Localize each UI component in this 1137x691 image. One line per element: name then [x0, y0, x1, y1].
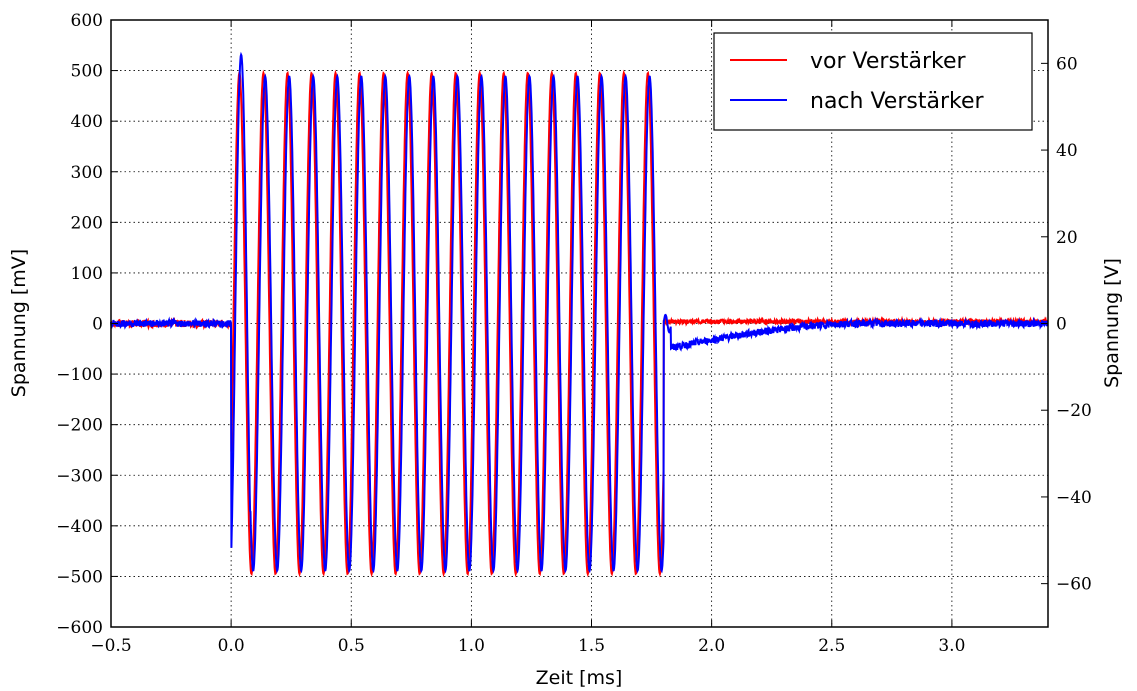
y-tick-label-left: −400	[56, 517, 103, 537]
y-tick-label-right: −40	[1056, 488, 1092, 508]
y-tick-label-left: 100	[71, 264, 103, 284]
ticks	[110, 19, 1048, 628]
y-tick-label-right: 40	[1056, 141, 1078, 161]
y-axis-label-left: Spannung [mV]	[8, 249, 30, 397]
series-nach-verstaerker	[110, 51, 1049, 574]
y-tick-label-left: 600	[71, 11, 103, 31]
x-tick-label: 3.0	[938, 636, 965, 656]
legend: vor Verstärker nach Verstärker	[713, 32, 1033, 131]
y-tick-label-left: 400	[71, 112, 103, 132]
x-tick-label: 2.0	[698, 636, 725, 656]
x-tick-label: 1.0	[458, 636, 485, 656]
legend-label-nach: nach Verstärker	[810, 89, 984, 114]
y-tick-label-right: −60	[1056, 575, 1092, 595]
x-axis-label: Zeit [ms]	[536, 667, 623, 689]
y-tick-label-left: −300	[56, 466, 103, 486]
y-axis-label-right: Spannung [V]	[1101, 258, 1123, 388]
x-tick-label: −0.5	[90, 636, 131, 656]
legend-label-vor: vor Verstärker	[810, 49, 967, 74]
y-tick-label-left: 200	[71, 213, 103, 233]
tick-labels: −0.5 0.0 0.5 1.0 1.5 2.0 2.5 3.0−600−500−400−30…	[56, 11, 1092, 656]
y-tick-label-right: −20	[1056, 401, 1092, 421]
x-tick-label: 0.5	[338, 636, 365, 656]
y-tick-label-left: −500	[56, 567, 103, 587]
x-tick-label: 2.5	[818, 636, 845, 656]
y-tick-label-left: 0	[92, 315, 103, 335]
y-tick-label-right: 60	[1056, 54, 1078, 74]
traces	[110, 51, 1049, 578]
x-tick-label: 0.0	[218, 636, 245, 656]
y-tick-label-left: 300	[71, 163, 103, 183]
y-tick-label-left: −200	[56, 416, 103, 436]
y-tick-label-left: −600	[56, 618, 103, 638]
legend-box	[713, 32, 1033, 131]
y-tick-label-right: 0	[1056, 315, 1067, 335]
x-tick-label: 1.5	[578, 636, 605, 656]
y-tick-label-left: −100	[56, 365, 103, 385]
y-tick-label-left: 500	[71, 62, 103, 82]
y-tick-label-right: 20	[1056, 228, 1078, 248]
